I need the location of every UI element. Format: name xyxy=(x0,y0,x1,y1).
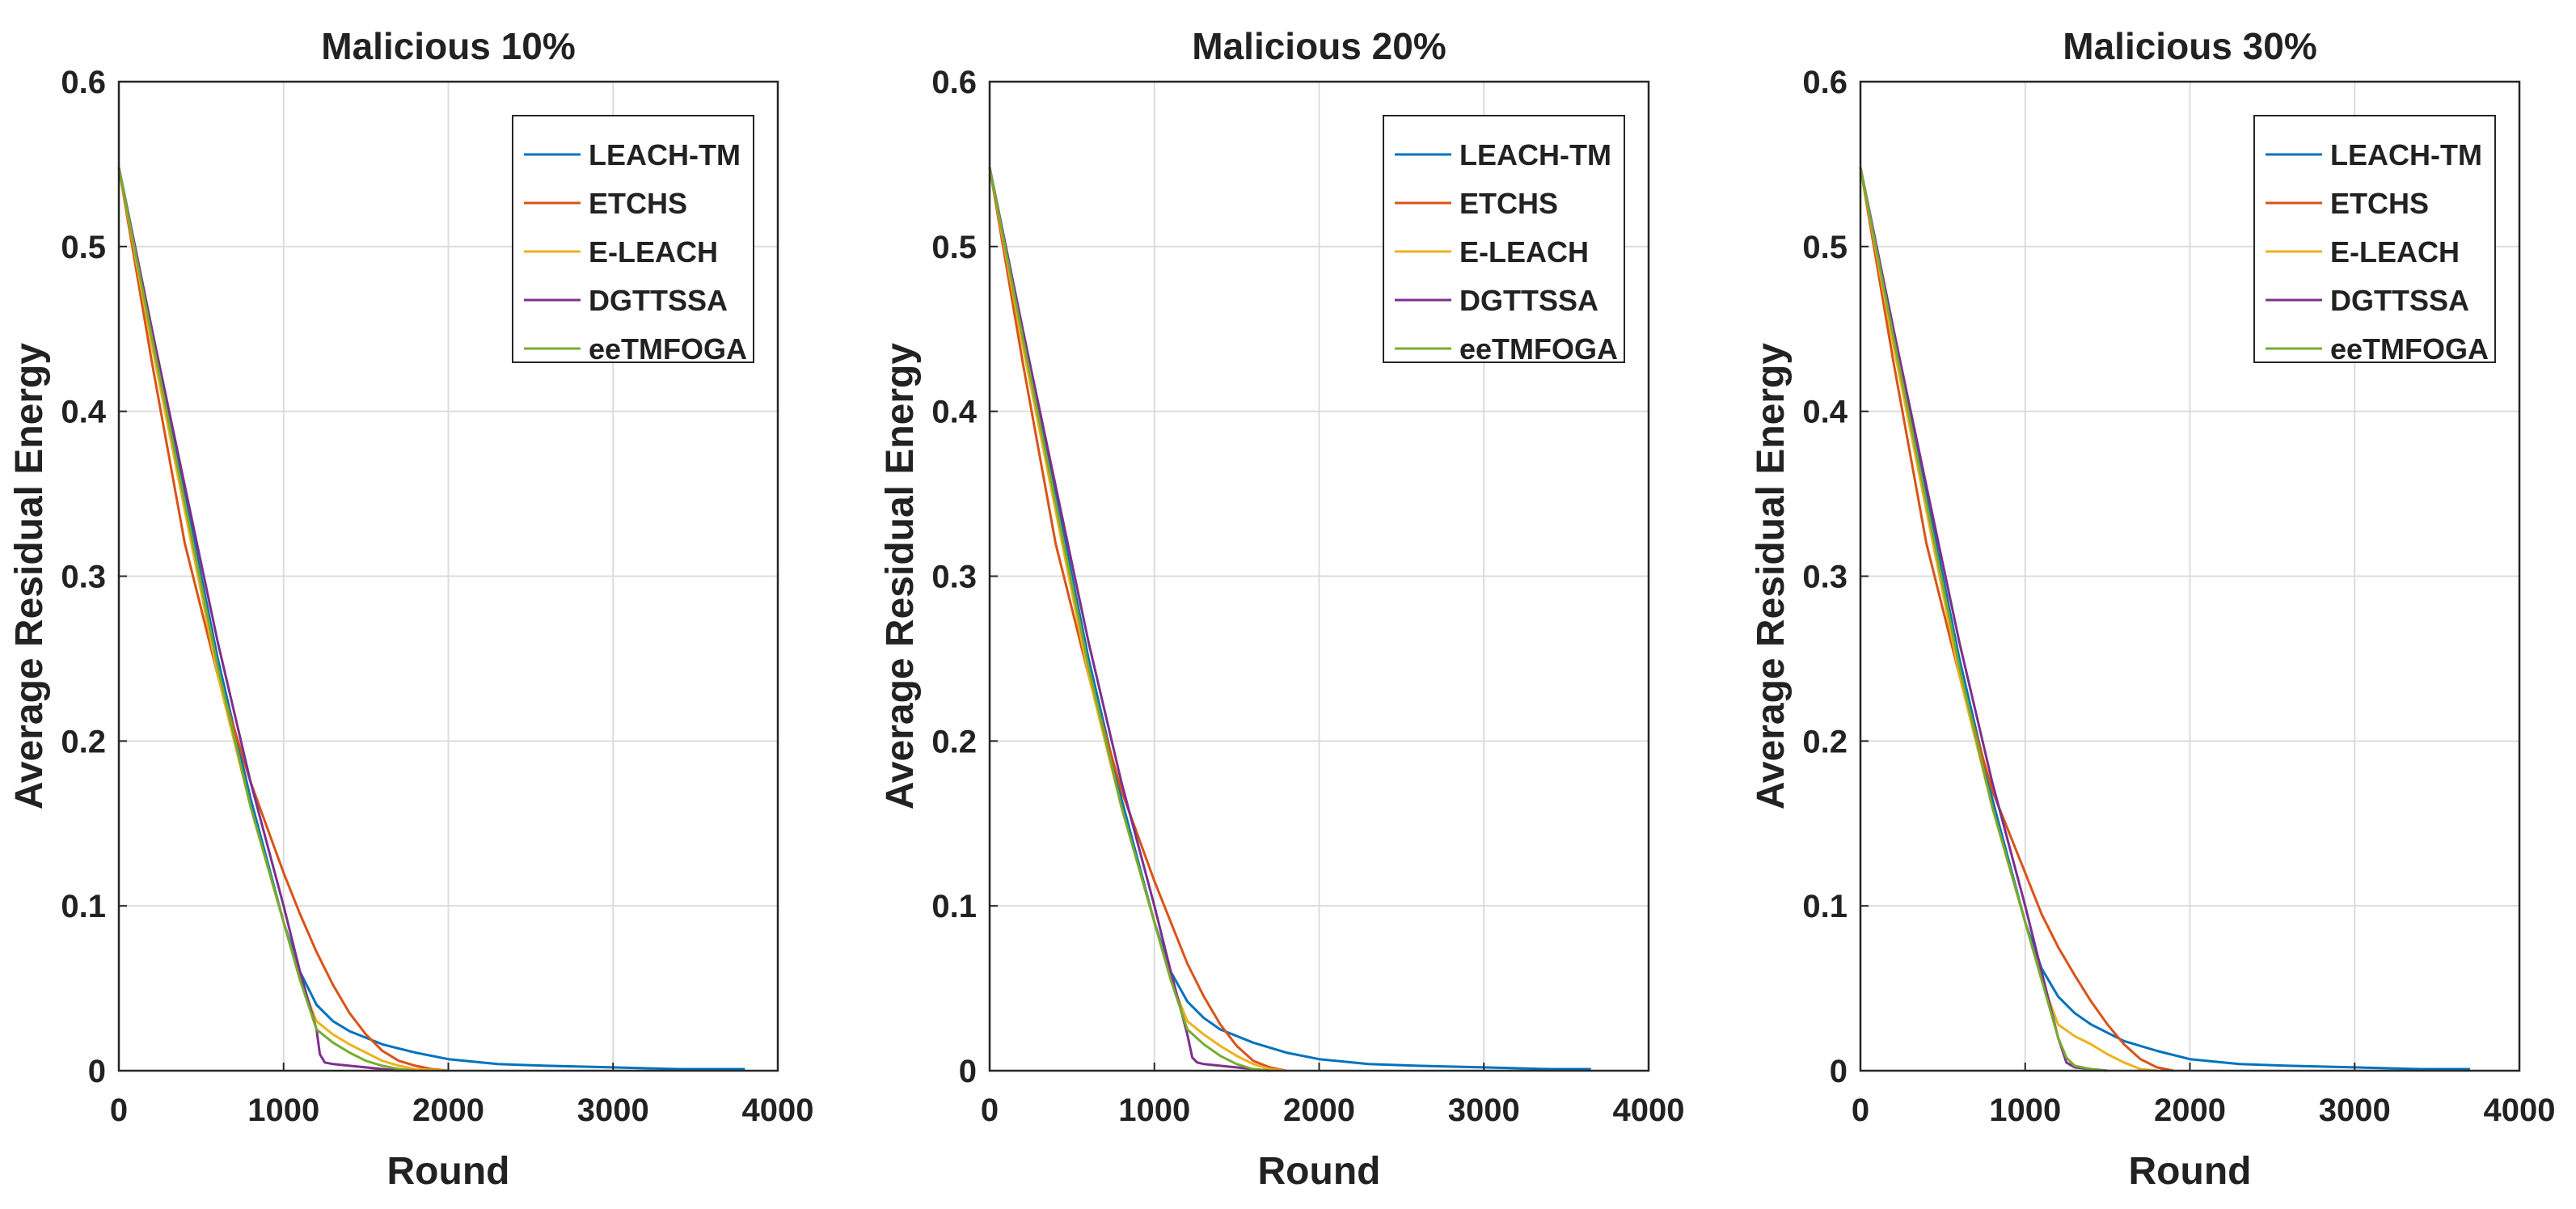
legend-label-eetmfoga: eeTMFOGA xyxy=(1459,332,1618,366)
legend-box xyxy=(2253,115,2496,363)
x-tick-label: 4000 xyxy=(1613,1093,1685,1128)
series-line-etchs xyxy=(988,167,1287,1072)
x-tick-label: 4000 xyxy=(2484,1093,2556,1128)
x-tick-label: 0 xyxy=(110,1093,128,1128)
x-axis-label: Round xyxy=(387,1150,510,1193)
legend-label-dgttssa: DGTTSSA xyxy=(1459,284,1598,317)
y-axis-label: Average Residual Energy xyxy=(1750,343,1793,810)
x-tick-label: 3000 xyxy=(577,1093,649,1128)
series-line-leach-tm xyxy=(117,167,745,1071)
y-tick-label: 0.3 xyxy=(1802,560,1848,595)
legend-label-dgttssa: DGTTSSA xyxy=(2330,284,2469,317)
legend-label-leach-tm: LEACH-TM xyxy=(589,138,741,171)
y-tick-label: 0 xyxy=(88,1054,106,1089)
series-line-dgttssa xyxy=(117,167,399,1072)
series-line-leach-tm xyxy=(988,167,1591,1071)
legend-box xyxy=(1383,115,1625,363)
legend-label-etchs: ETCHS xyxy=(589,187,687,220)
y-tick-label: 0.6 xyxy=(61,65,106,100)
series-line-leach-tm xyxy=(1859,167,2470,1071)
x-tick-label: 2000 xyxy=(1283,1093,1355,1128)
legend-label-etchs: ETCHS xyxy=(1459,187,1558,220)
legend-label-dgttssa: DGTTSSA xyxy=(589,284,728,317)
series-line-etchs xyxy=(1859,167,2174,1072)
x-axis-label: Round xyxy=(1258,1150,1381,1193)
y-tick-label: 0 xyxy=(1830,1054,1848,1089)
y-tick-label: 0.5 xyxy=(61,230,106,265)
y-tick-label: 0.5 xyxy=(931,230,977,265)
chart-panel-3: 0 1000 2000 3000 4000 0 0.1 0.2 0.3 0.4 0.5 0.6 Mali… xyxy=(1750,25,2555,1193)
series-line-eetmfoga xyxy=(988,167,1270,1072)
y-tick-label: 0.6 xyxy=(931,65,977,100)
x-tick-label: 4000 xyxy=(742,1093,814,1128)
y-tick-label: 0.4 xyxy=(931,395,977,430)
x-tick-label: 1000 xyxy=(1989,1093,2061,1128)
y-tick-label: 0.4 xyxy=(1802,395,1848,430)
y-axis-label: Average Residual Energy xyxy=(879,343,922,810)
legend-label-e-leach: E-LEACH xyxy=(2330,235,2460,268)
y-tick-label: 0.2 xyxy=(61,724,106,759)
x-tick-label: 2000 xyxy=(2154,1093,2226,1128)
series-line-eetmfoga xyxy=(117,167,416,1072)
chart-title: Malicious 10% xyxy=(321,25,575,67)
x-tick-label: 1000 xyxy=(1118,1093,1190,1128)
chart-title: Malicious 20% xyxy=(1192,25,1446,67)
legend-label-e-leach: E-LEACH xyxy=(589,235,718,268)
x-tick-label: 0 xyxy=(981,1093,999,1128)
y-tick-label: 0.1 xyxy=(931,889,977,924)
y-tick-label: 0.3 xyxy=(61,560,106,595)
legend-label-eetmfoga: eeTMFOGA xyxy=(589,332,747,366)
legend-label-leach-tm: LEACH-TM xyxy=(2330,138,2482,171)
y-tick-label: 0 xyxy=(959,1054,977,1089)
x-tick-label: 2000 xyxy=(412,1093,484,1128)
y-tick-label: 0.1 xyxy=(1802,889,1848,924)
legend: LEACH-TM ETCHS E-LEACH DGTTSSA eeTMFOGA xyxy=(1383,115,1625,366)
legend-label-etchs: ETCHS xyxy=(2330,187,2429,220)
legend-label-leach-tm: LEACH-TM xyxy=(1459,138,1611,171)
y-tick-label: 0.1 xyxy=(61,889,106,924)
y-tick-label: 0.5 xyxy=(1802,230,1848,265)
legend-box xyxy=(512,115,754,363)
series-line-e-leach xyxy=(117,167,449,1072)
chart-panel-1: 0 1000 2000 3000 4000 0 0.1 0.2 0.3 0.4 0.5 0.6 Mali… xyxy=(8,25,813,1193)
legend-label-e-leach: E-LEACH xyxy=(1459,235,1589,268)
chart-title: Malicious 30% xyxy=(2063,25,2316,67)
x-tick-label: 3000 xyxy=(1448,1093,1520,1128)
y-tick-label: 0.2 xyxy=(931,724,977,759)
y-tick-label: 0.6 xyxy=(1802,65,1848,100)
series-line-eetmfoga xyxy=(1859,167,2108,1072)
x-axis-label: Round xyxy=(2129,1150,2252,1193)
chart-panel-2: 0 1000 2000 3000 4000 0 0.1 0.2 0.3 0.4 0.5 0.6 Mali… xyxy=(879,25,1684,1193)
series-line-etchs xyxy=(117,167,449,1072)
y-tick-label: 0.2 xyxy=(1802,724,1848,759)
x-tick-label: 0 xyxy=(1852,1093,1869,1128)
y-tick-label: 0.4 xyxy=(61,395,106,430)
y-tick-label: 0.3 xyxy=(931,560,977,595)
x-tick-label: 3000 xyxy=(2319,1093,2391,1128)
x-tick-label: 1000 xyxy=(247,1093,319,1128)
legend: LEACH-TM ETCHS E-LEACH DGTTSSA eeTMFOGA xyxy=(512,115,754,366)
series-line-dgttssa xyxy=(1859,167,2108,1072)
legend-label-eetmfoga: eeTMFOGA xyxy=(2330,332,2489,366)
y-axis-label: Average Residual Energy xyxy=(8,343,51,810)
legend: LEACH-TM ETCHS E-LEACH DGTTSSA eeTMFOGA xyxy=(2253,115,2496,366)
